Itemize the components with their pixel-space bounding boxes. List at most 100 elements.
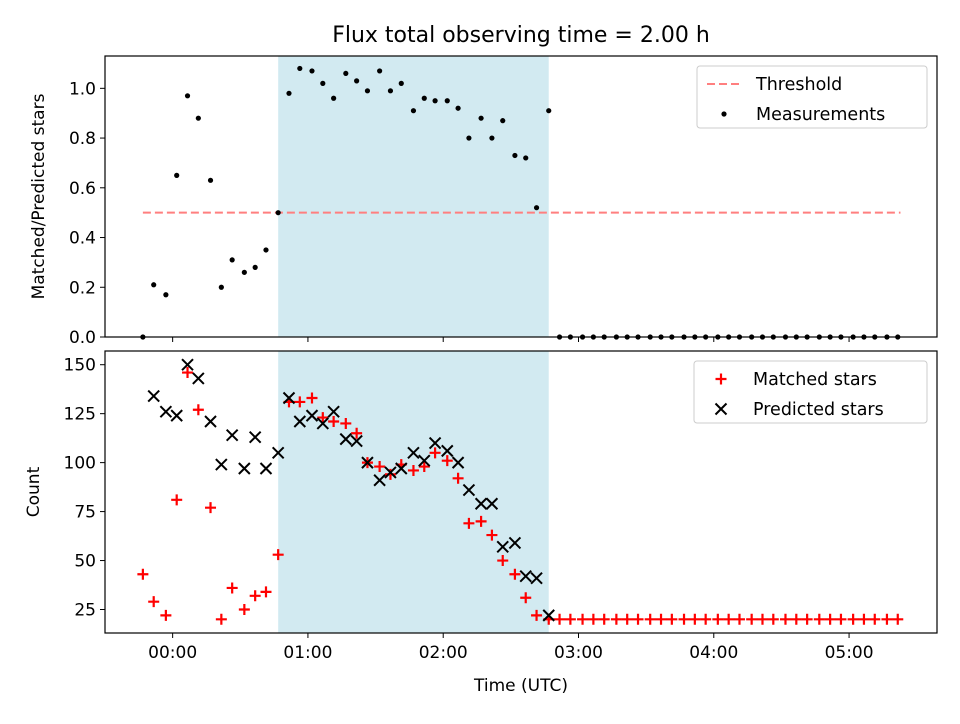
data-point-matched-stars xyxy=(644,613,656,625)
data-point-matched-stars xyxy=(756,613,768,625)
data-point-matched-stars xyxy=(520,592,532,604)
data-point-predicted-stars xyxy=(508,536,522,550)
data-point-matched-stars xyxy=(497,555,509,567)
data-point-measurements xyxy=(184,93,191,99)
data-point-predicted-stars xyxy=(519,570,532,583)
y-tick-label: 0.8 xyxy=(69,129,96,149)
data-point-predicted-stars xyxy=(485,497,499,510)
data-point-matched-stars xyxy=(463,517,475,529)
series-predicted-stars xyxy=(147,358,555,622)
data-point-measurements xyxy=(229,257,235,263)
data-point-matched-stars xyxy=(621,613,633,625)
data-point-measurements xyxy=(523,155,529,161)
data-point-predicted-stars xyxy=(181,358,194,371)
x-tick-label: 03:00 xyxy=(554,643,603,663)
data-point-matched-stars xyxy=(632,613,644,625)
data-point-measurements xyxy=(478,115,484,121)
data-point-measurements xyxy=(455,105,461,111)
data-point-measurements xyxy=(151,282,157,288)
y-tick-label: 150 xyxy=(64,356,96,376)
data-point-matched-stars xyxy=(452,472,464,484)
data-point-matched-stars xyxy=(847,613,859,625)
data-point-matched-stars xyxy=(294,396,306,408)
data-point-predicted-stars xyxy=(407,446,420,460)
data-point-predicted-stars xyxy=(147,389,160,403)
data-point-measurements xyxy=(489,135,495,141)
data-point-matched-stars xyxy=(712,613,724,625)
legend-marker xyxy=(715,373,727,385)
data-point-predicted-stars xyxy=(530,571,543,585)
data-point-matched-stars xyxy=(226,582,238,594)
data-point-measurements xyxy=(286,90,292,96)
x-axis-label: Time (UTC) xyxy=(473,676,568,696)
data-point-measurements xyxy=(263,247,269,253)
legend-marker xyxy=(714,402,728,416)
data-point-predicted-stars xyxy=(384,466,397,479)
data-point-predicted-stars xyxy=(282,391,296,405)
data-point-matched-stars xyxy=(746,613,758,625)
y-tick-label: 50 xyxy=(74,552,96,572)
legend: Threshold Measurements xyxy=(696,65,928,129)
data-point-matched-stars xyxy=(554,613,566,625)
data-point-matched-stars xyxy=(733,613,745,625)
data-point-matched-stars xyxy=(678,613,690,625)
data-point-measurements xyxy=(410,108,417,114)
data-point-measurements xyxy=(387,88,394,94)
top-panel: 0.0 0.2 0.4 0.6 0.8 1.0 Matched/Predicted star… xyxy=(29,23,938,348)
data-point-matched-stars xyxy=(587,613,599,625)
data-point-predicted-stars xyxy=(215,458,228,471)
data-point-predicted-stars xyxy=(418,454,431,467)
legend-marker xyxy=(721,111,727,117)
data-point-matched-stars xyxy=(215,613,227,625)
data-point-matched-stars xyxy=(384,468,396,480)
legend-label: Threshold xyxy=(755,75,842,95)
chart-title: Flux total observing time = 2.00 h xyxy=(332,23,710,48)
data-point-measurements xyxy=(163,292,169,298)
data-point-matched-stars xyxy=(610,613,622,625)
y-tick-label: 75 xyxy=(74,503,96,523)
data-point-matched-stars xyxy=(160,609,172,621)
legend-box xyxy=(696,65,928,129)
data-point-matched-stars xyxy=(655,613,667,625)
legend-label: Measurements xyxy=(756,105,885,125)
data-point-matched-stars xyxy=(429,447,441,459)
data-point-matched-stars xyxy=(475,515,487,527)
data-point-predicted-stars xyxy=(496,540,509,554)
data-point-matched-stars xyxy=(689,613,701,625)
x-tick-label: 05:00 xyxy=(825,643,874,663)
data-point-measurements xyxy=(354,78,360,84)
data-point-measurements xyxy=(500,118,506,124)
data-point-matched-stars xyxy=(328,416,340,427)
data-point-matched-stars xyxy=(486,529,498,541)
data-point-predicted-stars xyxy=(350,434,363,448)
data-point-matched-stars xyxy=(205,502,217,514)
data-point-matched-stars xyxy=(892,613,904,625)
data-point-matched-stars xyxy=(835,613,847,625)
data-point-measurements xyxy=(174,172,180,178)
data-point-matched-stars xyxy=(249,590,261,602)
data-point-predicted-stars xyxy=(204,415,217,428)
data-point-matched-stars xyxy=(824,613,836,625)
data-point-predicted-stars xyxy=(428,436,442,450)
data-point-predicted-stars xyxy=(170,409,183,422)
observing-window-span xyxy=(278,351,549,633)
data-point-measurements xyxy=(331,95,337,101)
data-point-measurements xyxy=(466,135,472,141)
data-point-predicted-stars xyxy=(462,483,476,497)
data-point-matched-stars xyxy=(306,392,318,404)
legend-label: Predicted stars xyxy=(753,400,884,420)
data-point-matched-stars xyxy=(666,613,678,625)
data-point-predicted-stars xyxy=(327,405,340,418)
data-point-predicted-stars xyxy=(248,430,262,444)
data-point-measurements xyxy=(533,205,540,211)
data-point-predicted-stars xyxy=(271,446,285,460)
axes-frame xyxy=(104,350,938,634)
data-point-matched-stars xyxy=(790,613,802,625)
data-point-measurements xyxy=(364,88,371,94)
data-point-predicted-stars xyxy=(361,456,374,469)
data-point-measurements xyxy=(309,68,315,74)
x-tick-label: 01:00 xyxy=(283,643,332,663)
y-tick-label: 0.6 xyxy=(69,179,96,199)
